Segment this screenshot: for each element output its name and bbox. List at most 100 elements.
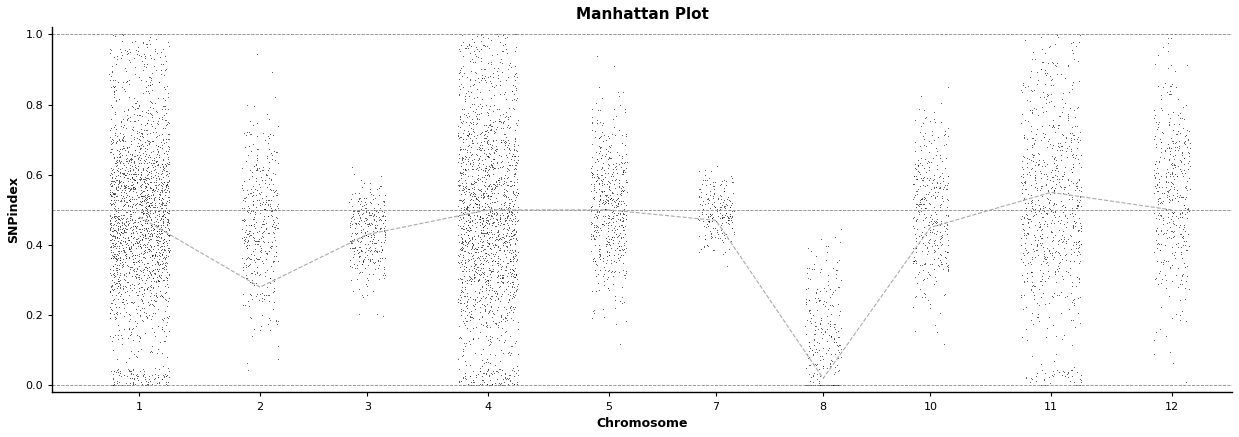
Point — [268, 149, 287, 156]
Point — [612, 208, 632, 215]
Point — [1012, 186, 1032, 193]
Point — [136, 266, 156, 273]
Point — [463, 301, 483, 308]
Point — [504, 146, 524, 153]
Point — [498, 298, 518, 305]
Point — [462, 150, 482, 157]
Point — [147, 265, 167, 272]
Point — [503, 104, 523, 111]
Point — [466, 295, 486, 302]
Point — [613, 267, 633, 274]
Point — [126, 236, 146, 243]
Point — [699, 175, 719, 182]
Point — [714, 187, 733, 194]
Point — [147, 259, 167, 266]
Point — [139, 141, 159, 148]
Point — [1015, 117, 1035, 124]
Point — [100, 138, 120, 145]
Point — [1178, 150, 1198, 157]
Point — [470, 218, 489, 225]
Point — [107, 256, 126, 263]
Point — [450, 76, 470, 83]
Point — [121, 243, 141, 250]
Point — [240, 166, 260, 173]
Point — [455, 236, 475, 243]
Point — [450, 112, 470, 119]
Point — [1171, 194, 1191, 201]
Point — [142, 301, 162, 308]
Point — [693, 181, 712, 188]
Point — [1063, 317, 1083, 324]
Point — [108, 264, 128, 271]
Point — [498, 74, 518, 81]
Point — [823, 302, 843, 309]
Point — [126, 323, 146, 330]
Point — [351, 229, 370, 236]
Point — [938, 265, 958, 272]
Point — [1016, 204, 1036, 211]
Point — [1163, 172, 1183, 179]
Title: Manhattan Plot: Manhattan Plot — [576, 7, 709, 22]
Point — [1058, 373, 1078, 380]
Point — [136, 156, 156, 163]
Point — [1047, 173, 1067, 180]
Point — [716, 200, 736, 207]
Point — [813, 363, 833, 370]
Point — [131, 140, 151, 147]
Point — [1154, 215, 1173, 222]
Point — [458, 337, 478, 344]
Point — [496, 314, 515, 321]
Point — [129, 148, 149, 155]
Point — [461, 125, 481, 132]
Point — [234, 240, 254, 247]
Point — [924, 218, 944, 225]
Point — [110, 256, 130, 263]
Point — [1031, 136, 1051, 143]
Point — [105, 83, 125, 90]
Point — [120, 198, 140, 205]
Point — [105, 160, 125, 166]
Point — [1047, 366, 1067, 373]
Point — [934, 164, 954, 171]
Point — [1031, 184, 1051, 191]
Point — [254, 291, 274, 298]
Point — [131, 236, 151, 243]
Point — [497, 253, 517, 260]
Point — [615, 166, 634, 173]
Point — [605, 304, 624, 311]
Point — [235, 226, 255, 233]
Point — [477, 184, 497, 191]
Point — [477, 132, 497, 139]
Point — [508, 117, 528, 124]
Point — [1163, 153, 1183, 160]
Point — [456, 257, 476, 264]
Point — [939, 83, 959, 90]
Point — [1022, 197, 1042, 204]
Point — [1042, 153, 1062, 160]
Point — [1067, 241, 1087, 248]
Point — [113, 282, 133, 289]
Point — [478, 35, 498, 42]
Point — [104, 124, 124, 131]
Point — [1011, 215, 1031, 222]
Point — [156, 57, 176, 64]
Point — [710, 234, 730, 241]
Point — [344, 245, 364, 252]
Point — [144, 329, 164, 336]
Point — [472, 214, 492, 221]
Point — [487, 159, 507, 166]
Point — [146, 177, 166, 184]
Point — [501, 257, 520, 264]
Point — [142, 128, 162, 135]
Point — [118, 235, 138, 242]
Point — [253, 257, 273, 264]
Point — [1053, 131, 1073, 138]
Point — [249, 237, 269, 244]
Point — [1015, 291, 1035, 298]
Point — [374, 198, 394, 205]
Point — [611, 200, 631, 207]
Point — [159, 160, 178, 167]
Point — [471, 165, 491, 172]
Point — [263, 208, 282, 215]
Point — [124, 136, 144, 143]
